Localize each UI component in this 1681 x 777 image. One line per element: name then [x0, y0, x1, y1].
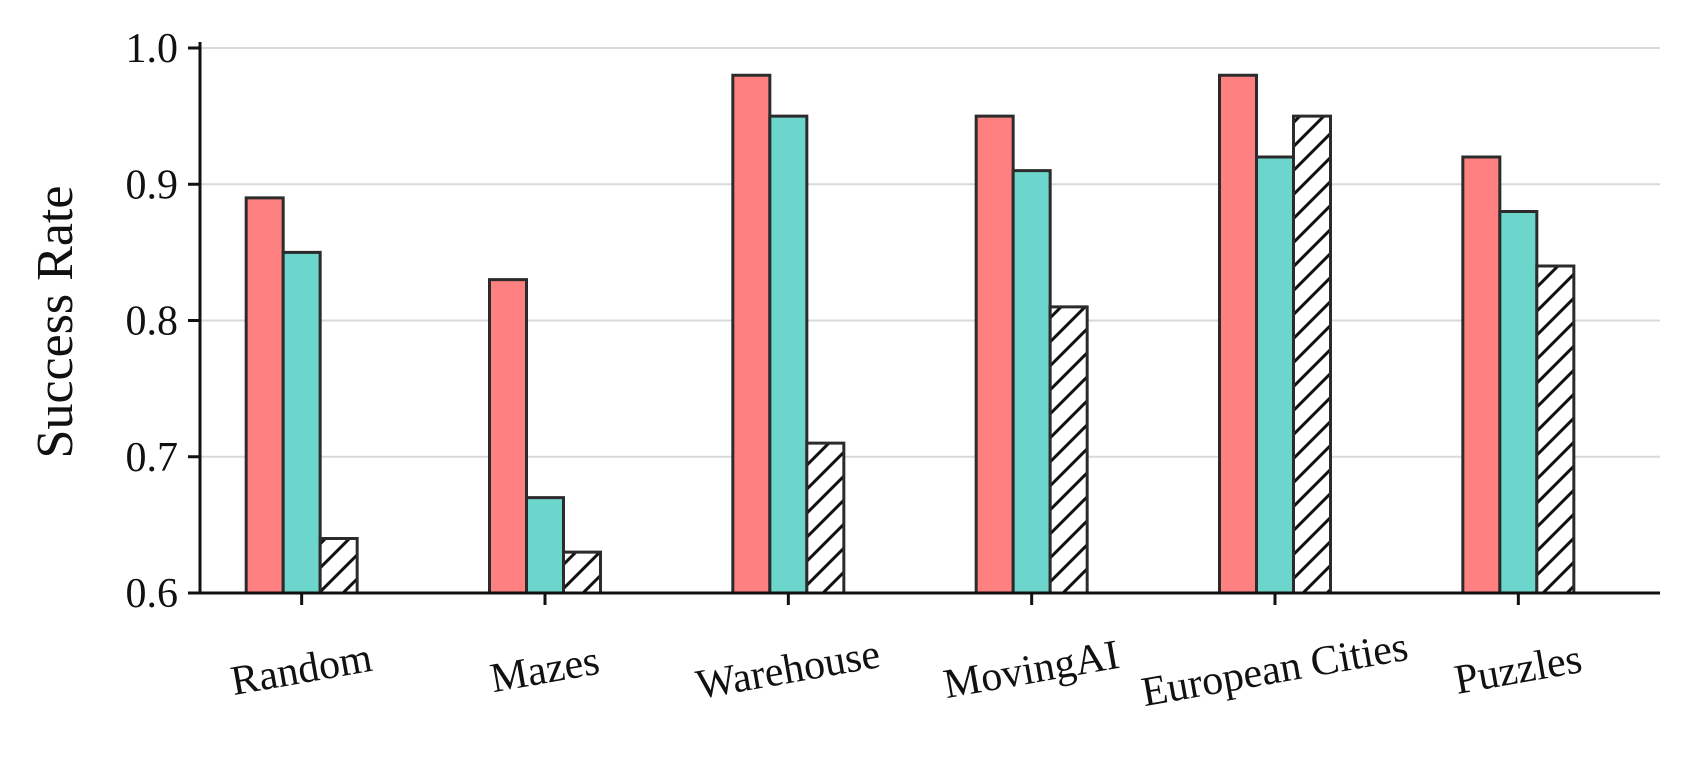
bars	[244, 73, 1576, 595]
bar-random-series-1	[244, 196, 285, 595]
axes: 0.6 0.7 0.8 0.9 1.0 Random Mazes Warehouse Movin…	[126, 26, 1660, 716]
y-tick-label: 0.8	[126, 299, 179, 345]
bar-warehouse-series-1	[731, 73, 772, 595]
y-tick-label: 0.6	[126, 571, 179, 617]
bar-movingai-series-3	[1048, 305, 1089, 595]
x-tick-label: Warehouse	[693, 631, 884, 709]
y-axis-title: Success Rate	[27, 186, 84, 459]
y-tick-label: 1.0	[126, 26, 179, 72]
y-tick-label: 0.9	[126, 162, 179, 208]
bar-mazes-series-1	[488, 278, 528, 595]
bar-random-series-2	[281, 250, 322, 595]
bar-warehouse-series-3	[805, 441, 846, 595]
x-tick-label: Random	[227, 635, 375, 705]
bar-european-cities-series-2	[1255, 155, 1295, 595]
bar-movingai-series-2	[1011, 169, 1052, 595]
y-tick-label: 0.7	[126, 435, 179, 481]
x-tick-label: MovingAI	[940, 632, 1123, 708]
bar-european-cities-series-1	[1218, 73, 1258, 595]
x-tick-label: Mazes	[487, 638, 603, 702]
bar-random-series-3	[318, 537, 359, 595]
bar-mazes-series-3	[562, 550, 602, 595]
x-tick-label: Puzzles	[1451, 636, 1585, 704]
bar-mazes-series-2	[525, 496, 565, 595]
bar-warehouse-series-2	[768, 114, 809, 595]
bar-puzzles-series-2	[1498, 210, 1539, 595]
bar-movingai-series-1	[974, 114, 1015, 595]
x-tick-label: European Cities	[1138, 624, 1411, 716]
grid-lines	[200, 47, 1660, 458]
bar-puzzles-series-1	[1461, 155, 1502, 595]
bar-european-cities-series-3	[1292, 114, 1332, 595]
bar-puzzles-series-3	[1535, 264, 1576, 595]
